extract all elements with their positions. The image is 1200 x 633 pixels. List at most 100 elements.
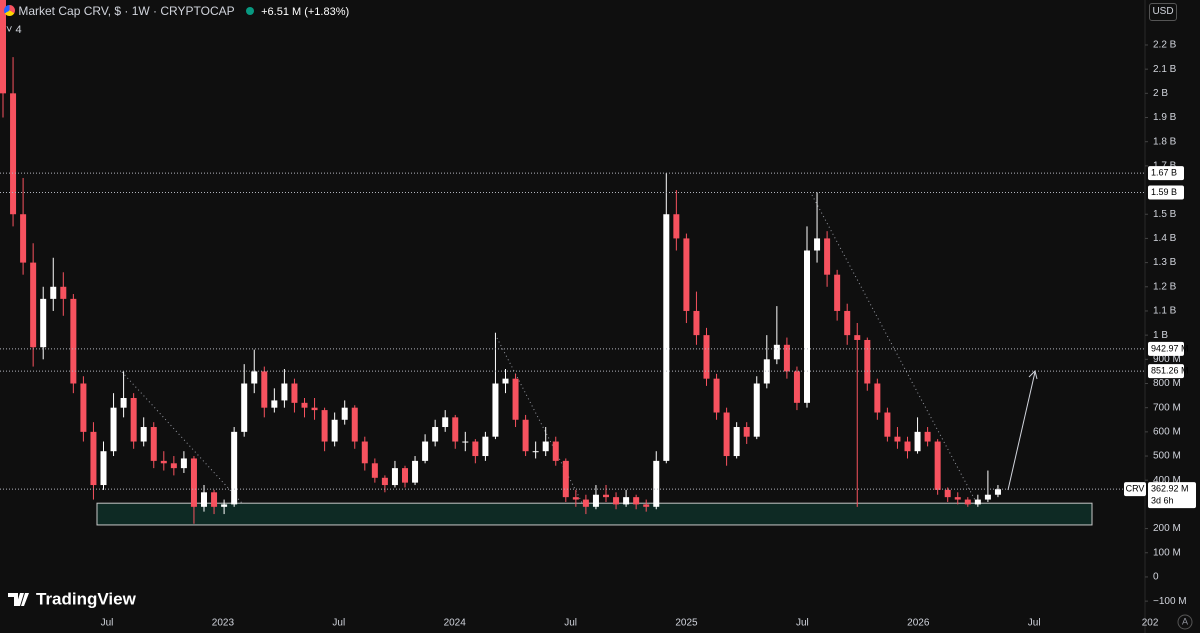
- candle-body: [120, 398, 127, 408]
- candle-body: [472, 441, 479, 457]
- y-tick-label: 1.9 B: [1153, 112, 1177, 123]
- auto-button[interactable]: [1177, 614, 1193, 630]
- y-tick-label: 1.7 B: [1153, 161, 1177, 172]
- candle-body: [633, 497, 640, 505]
- candle-body: [623, 497, 630, 505]
- level-tag: [1148, 341, 1184, 356]
- candle-body: [522, 419, 529, 452]
- candle-body: [773, 344, 780, 360]
- y-tick-label: 1.5 B: [1153, 209, 1177, 220]
- indicator-count: 4: [15, 24, 22, 36]
- candle-body: [291, 383, 298, 403]
- y-tick-label: 1.4 B: [1153, 233, 1177, 244]
- candle-body: [804, 250, 810, 403]
- trend-line: [121, 371, 263, 526]
- logo-icon: [8, 593, 29, 606]
- candle-body: [572, 497, 579, 500]
- candle-body: [231, 431, 238, 505]
- candle-body: [703, 335, 710, 379]
- auto-scale[interactable]: A: [1182, 616, 1188, 626]
- y-tick-label: 1 B: [1153, 330, 1168, 341]
- projection-arrow: [1007, 370, 1038, 491]
- x-tick-label: 2024: [444, 618, 467, 629]
- y-tick-label: 600 M: [1153, 426, 1181, 437]
- candle-body: [311, 407, 318, 411]
- arrow-head: [1028, 370, 1038, 380]
- candle-body: [140, 427, 147, 442]
- price-change: +6.51 M (+1.83%): [261, 6, 350, 18]
- symbol-logo: [4, 5, 15, 16]
- level-label: 942.97 M: [1151, 343, 1189, 353]
- y-tick-label: 2.2 B: [1153, 40, 1177, 51]
- level-tag: [1148, 364, 1184, 379]
- symbol-tag: [1124, 482, 1146, 497]
- y-tick-label: 100 M: [1153, 547, 1181, 558]
- y-tick-label: 900 M: [1153, 354, 1181, 365]
- candle-body: [743, 427, 750, 437]
- candle-body: [492, 383, 499, 437]
- x-tick-label: Jul: [564, 618, 577, 629]
- arrow-shaft: [1007, 371, 1036, 491]
- candle-body: [482, 436, 489, 457]
- candle-body: [904, 441, 911, 452]
- indicators-toggle[interactable]: ˅ 4: [6, 24, 22, 36]
- candle-body: [251, 371, 258, 384]
- candle-body: [20, 214, 27, 263]
- candle-body: [50, 286, 57, 299]
- candle-body: [30, 262, 37, 348]
- candle-body: [713, 378, 720, 413]
- y-tick-label: 1.3 B: [1153, 257, 1177, 268]
- candle-body: [834, 274, 841, 311]
- candle-body: [341, 407, 348, 420]
- y-tick-label: 0: [1153, 572, 1159, 583]
- candle-body: [814, 238, 821, 251]
- trend-line: [811, 194, 976, 501]
- candle-body: [271, 400, 278, 408]
- level-tag: [1148, 166, 1184, 181]
- candle-body: [422, 441, 429, 461]
- x-tick-label: Jul: [101, 618, 114, 629]
- candle-body: [683, 238, 690, 311]
- candle-body: [562, 460, 569, 498]
- level-tag: [1148, 185, 1184, 200]
- y-tick-label: 2.1 B: [1153, 64, 1177, 75]
- candle-body: [80, 383, 87, 432]
- candle-body: [793, 371, 800, 403]
- candle-body: [964, 499, 971, 505]
- candle-body: [864, 339, 871, 384]
- candle-body: [0, 0, 6, 94]
- candle-body: [824, 238, 831, 275]
- level-label: 851.26 M: [1151, 365, 1189, 375]
- x-tick-label: 2026: [907, 618, 930, 629]
- candle-body: [110, 407, 117, 452]
- x-tick-label: 2023: [212, 618, 235, 629]
- status-dot: [245, 7, 254, 15]
- symbol-title[interactable]: Market Cap CRV, $ · 1W · CRYPTOCAP: [18, 4, 235, 18]
- level-label: 1.67 B: [1151, 168, 1177, 178]
- candle-body: [924, 431, 931, 442]
- trend-line: [496, 337, 593, 523]
- y-tick-label: 200 M: [1153, 523, 1181, 534]
- y-tick-label: 1.8 B: [1153, 136, 1177, 147]
- candle-body: [844, 310, 851, 336]
- candle-body: [854, 335, 861, 340]
- candle-body: [763, 359, 770, 384]
- candle-body: [301, 402, 308, 408]
- candle-body: [984, 494, 991, 500]
- candle-body: [592, 494, 599, 507]
- y-tick-label: 700 M: [1153, 402, 1181, 413]
- y-tick-label: 400 M: [1153, 475, 1181, 486]
- x-tick-label: 202: [1142, 618, 1159, 629]
- currency-button[interactable]: USD: [1149, 3, 1177, 21]
- candle-body: [381, 477, 388, 486]
- candle-body: [221, 504, 228, 507]
- trend-lines: [121, 194, 976, 526]
- x-tick-label: Jul: [332, 618, 345, 629]
- candle-body: [321, 410, 328, 442]
- candle-body: [542, 441, 549, 452]
- y-tick-label: 2 B: [1153, 88, 1168, 99]
- x-tick-label: 2025: [675, 618, 698, 629]
- candle-body: [613, 497, 620, 505]
- candle-body: [402, 468, 408, 483]
- candle-body: [10, 93, 17, 215]
